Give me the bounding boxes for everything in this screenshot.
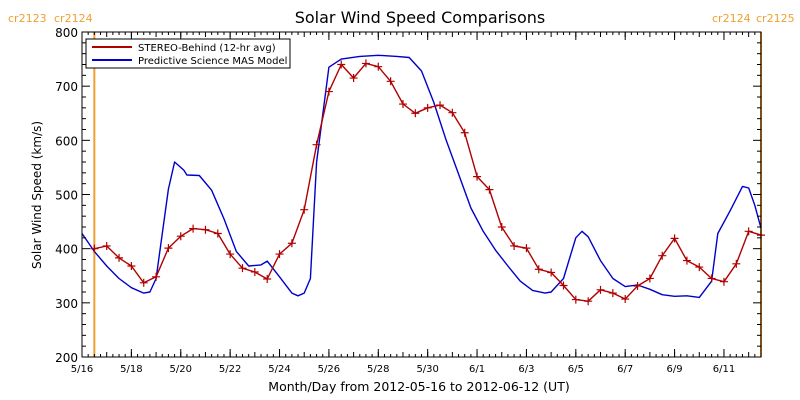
x-tick-label: 6/1	[469, 364, 485, 375]
x-tick-label: 5/24	[268, 364, 290, 375]
carrington-labels: cr2123 cr2124 cr2124 cr2125	[8, 12, 795, 25]
series-layer	[81, 54, 765, 306]
legend-label-mas: Predictive Science MAS Model	[138, 56, 287, 67]
y-tick-label: 200	[55, 351, 78, 365]
data-point-marker	[559, 281, 568, 290]
series-line-stereo-behind	[94, 62, 762, 302]
data-point-marker	[127, 262, 136, 270]
data-point-marker	[189, 224, 198, 233]
data-point-marker	[732, 259, 741, 268]
data-point-marker	[744, 227, 753, 236]
x-tick-label: 6/9	[667, 364, 683, 375]
data-point-marker	[90, 244, 99, 253]
chart-title: Solar Wind Speed Comparisons	[295, 8, 546, 27]
data-point-marker	[682, 256, 691, 265]
x-tick-label: 5/28	[367, 364, 389, 375]
data-point-marker	[534, 265, 543, 274]
data-point-marker	[300, 205, 309, 214]
data-point-marker	[522, 244, 531, 253]
data-point-marker	[436, 101, 445, 110]
axes-layer: 200 300 400 500 600 700 800 5/16 5/18 5/20 5/22 5/2…	[55, 26, 762, 375]
data-point-marker	[621, 295, 630, 304]
data-point-marker	[337, 60, 346, 69]
data-point-marker	[608, 289, 617, 298]
data-point-marker	[164, 244, 173, 253]
x-tick-label: 5/26	[318, 364, 340, 375]
data-point-marker	[473, 172, 482, 181]
x-tick-label: 6/5	[568, 364, 584, 375]
x-tick-label: 5/16	[71, 364, 93, 375]
data-point-marker	[695, 263, 704, 272]
data-point-marker	[411, 109, 420, 118]
carrington-right-label-1: cr2124	[712, 12, 751, 25]
data-point-marker	[287, 239, 296, 248]
data-point-marker	[707, 274, 716, 283]
y-tick-label: 700	[55, 80, 78, 94]
data-point-marker	[213, 229, 222, 238]
data-point-marker	[633, 282, 642, 291]
data-point-marker	[423, 103, 432, 112]
data-point-marker	[263, 275, 272, 283]
data-point-marker	[547, 268, 556, 277]
x-axis-label: Month/Day from 2012-05-16 to 2012-06-12 …	[268, 379, 569, 394]
x-tick-label: 6/11	[713, 364, 735, 375]
data-point-marker	[571, 295, 580, 304]
data-point-marker	[658, 251, 667, 260]
legend-box	[85, 38, 291, 69]
data-point-marker	[374, 62, 383, 71]
data-point-marker	[152, 272, 161, 281]
carrington-right-label-2: cr2125	[756, 12, 795, 25]
legend: STEREO-Behind (12-hr avg) Predictive Sci…	[85, 38, 291, 69]
data-point-marker	[719, 277, 728, 286]
y-tick-label: 500	[55, 189, 78, 203]
y-tick-label: 400	[55, 243, 78, 257]
series-line-mas-model	[81, 54, 762, 299]
data-point-marker	[386, 77, 395, 86]
y-tick-label: 300	[55, 297, 78, 311]
data-point-marker	[139, 278, 148, 287]
data-point-marker	[201, 225, 210, 234]
data-point-marker	[238, 264, 247, 273]
data-point-marker	[324, 87, 333, 96]
data-point-marker	[312, 140, 321, 149]
carrington-left-label-2: cr2124	[54, 12, 93, 25]
y-tick-label: 800	[55, 26, 78, 40]
data-point-marker	[361, 59, 370, 68]
x-tick-label: 5/18	[120, 364, 142, 375]
y-axis-label: Solar Wind Speed (km/s)	[30, 121, 44, 269]
data-point-marker	[584, 297, 593, 306]
legend-label-stereo: STEREO-Behind (12-hr avg)	[138, 43, 276, 54]
data-point-marker	[596, 285, 605, 294]
carrington-marker-lines	[93, 32, 762, 357]
data-point-marker	[115, 253, 124, 262]
data-point-marker	[670, 234, 679, 243]
x-tick-label: 5/22	[219, 364, 241, 375]
data-point-marker	[645, 274, 654, 283]
data-point-marker	[448, 108, 457, 117]
data-point-marker	[510, 241, 519, 250]
data-point-marker	[497, 223, 506, 231]
y-tick-label: 600	[55, 134, 78, 148]
x-tick-label: 5/30	[416, 364, 438, 375]
data-point-marker	[349, 74, 358, 83]
data-point-marker	[226, 250, 235, 259]
carrington-left-label-1: cr2123	[8, 12, 47, 25]
plot-frame	[81, 31, 762, 358]
data-point-marker	[398, 100, 407, 109]
x-tick-label: 6/3	[518, 364, 534, 375]
data-point-marker	[485, 185, 494, 194]
x-tick-label: 5/20	[170, 364, 192, 375]
data-point-marker	[460, 128, 469, 137]
data-point-marker	[275, 250, 284, 259]
data-point-marker	[102, 241, 111, 250]
data-point-marker	[176, 232, 185, 241]
x-tick-label: 6/7	[617, 364, 633, 375]
data-point-marker	[250, 267, 259, 276]
